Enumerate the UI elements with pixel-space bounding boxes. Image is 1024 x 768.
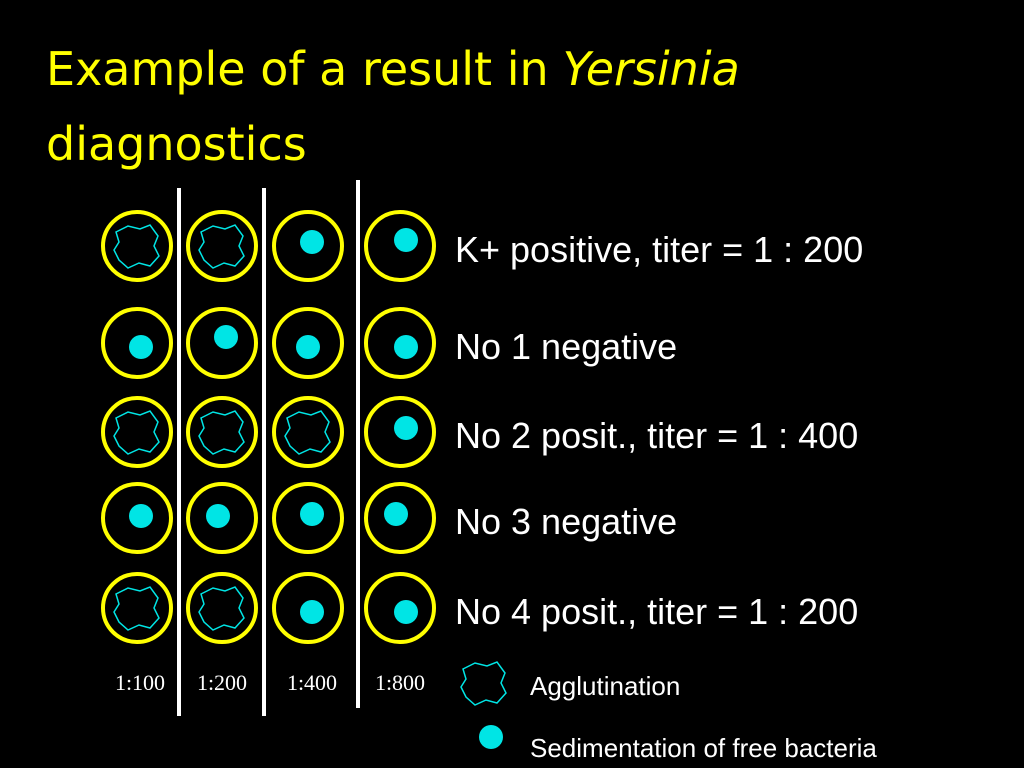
well [272, 482, 344, 554]
well [186, 396, 258, 468]
sediment-dot [206, 504, 230, 528]
row-label: K+ positive, titer = 1 : 200 [455, 229, 863, 270]
row-label: No 4 posit., titer = 1 : 200 [455, 591, 858, 632]
sediment-dot [394, 228, 418, 252]
legend-agglutination: Agglutination [530, 671, 680, 701]
well [186, 482, 258, 554]
title-line1: Example of a result in Yersinia [46, 42, 740, 96]
well [186, 210, 258, 282]
well [101, 572, 173, 644]
well [101, 396, 173, 468]
legend-sedimentation: Sedimentation of free bacteria [530, 733, 877, 763]
well [186, 572, 258, 644]
sediment-dot [394, 335, 418, 359]
row-label: No 2 posit., titer = 1 : 400 [455, 415, 858, 456]
well [272, 396, 344, 468]
well [364, 307, 436, 379]
sediment-dot [129, 504, 153, 528]
well [364, 572, 436, 644]
title-line2: diagnostics [46, 117, 307, 171]
sediment-dot [296, 335, 320, 359]
well [364, 396, 436, 468]
well [101, 210, 173, 282]
title-text: Example of a result in [46, 42, 549, 96]
well [272, 210, 344, 282]
well [364, 482, 436, 554]
sediment-dot [394, 416, 418, 440]
well [272, 572, 344, 644]
sediment-dot [214, 325, 238, 349]
wells [101, 210, 436, 644]
well [101, 482, 173, 554]
dilution-label: 1:200 [197, 670, 247, 695]
well [272, 307, 344, 379]
sediment-dot [300, 600, 324, 624]
sediment-dot [394, 600, 418, 624]
well [186, 307, 258, 379]
row-label: No 1 negative [455, 326, 677, 367]
well [101, 307, 173, 379]
dilution-label: 1:400 [287, 670, 337, 695]
dilution-label: 1:100 [115, 670, 165, 695]
sediment-dot [300, 230, 324, 254]
row-label: No 3 negative [455, 501, 677, 542]
well [364, 210, 436, 282]
legend-sedimentation-icon [479, 725, 503, 749]
dilution-label: 1:800 [375, 670, 425, 695]
title-italic: Yersinia [563, 42, 740, 96]
sediment-dot [384, 502, 408, 526]
sediment-dot [129, 335, 153, 359]
sediment-dot [300, 502, 324, 526]
